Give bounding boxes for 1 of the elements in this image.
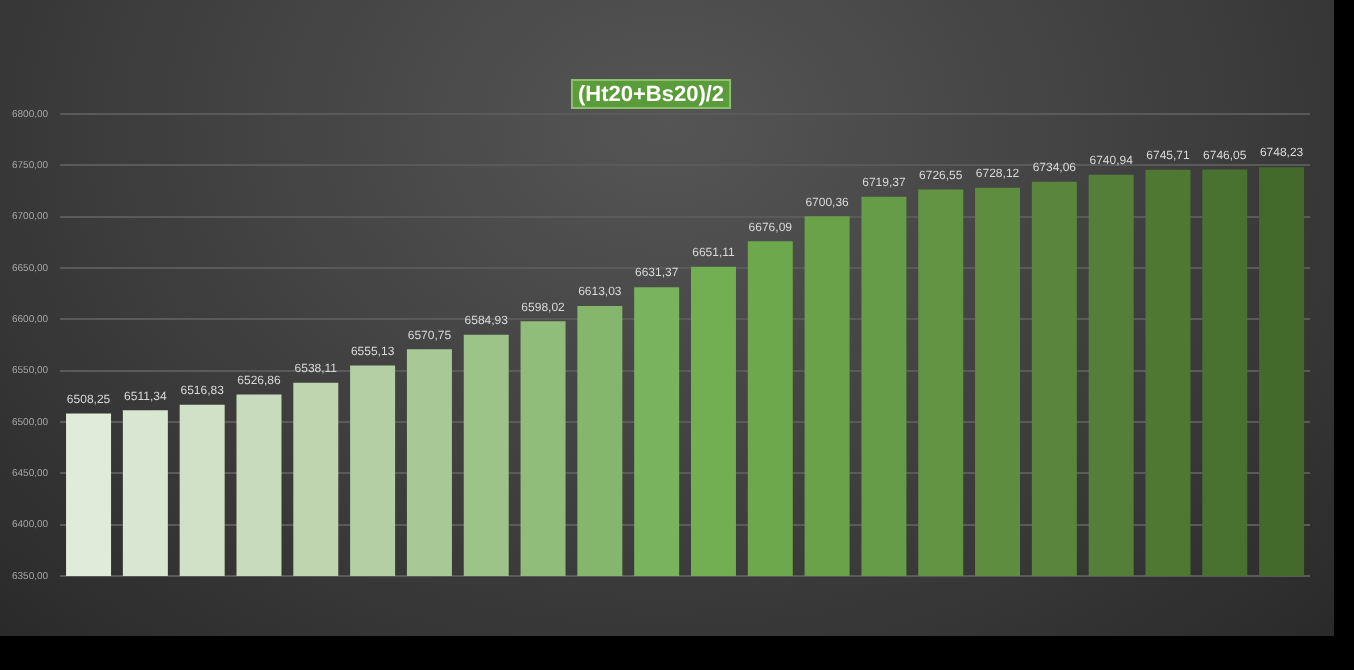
chart-title: (Ht20+Bs20)/2: [577, 83, 725, 108]
